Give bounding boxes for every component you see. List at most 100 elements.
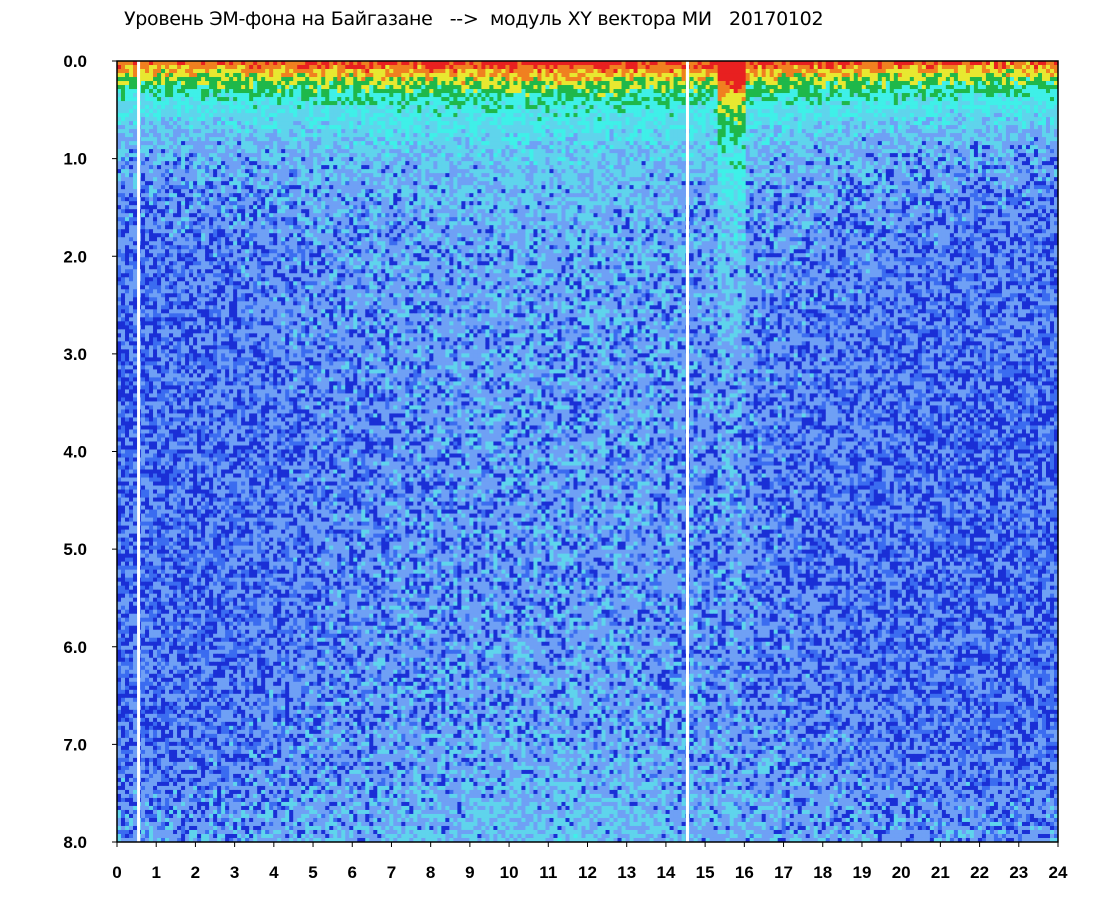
heatmap-cell: [801, 137, 807, 142]
heatmap-cell: [945, 93, 951, 98]
heatmap-cell: [433, 93, 438, 98]
heatmap-cell: [329, 97, 334, 102]
heatmap-cell: [881, 97, 887, 102]
heatmap-cell: [1021, 97, 1027, 102]
heatmap-cell: [745, 121, 751, 126]
heatmap-cell: [873, 101, 879, 106]
heatmap-cell: [761, 85, 767, 90]
heatmap-cell: [341, 121, 346, 126]
heatmap-cell: [325, 125, 330, 130]
heatmap-cell: [961, 109, 967, 114]
heatmap-cell: [461, 77, 466, 82]
heatmap-cell: [501, 81, 506, 86]
heatmap-cell: [541, 69, 546, 74]
heatmap-cell: [493, 125, 498, 130]
heatmap-cell: [173, 105, 178, 110]
heatmap-cell: [929, 77, 935, 82]
heatmap-cell: [353, 81, 358, 86]
heatmap-cell: [565, 77, 570, 82]
heatmap-cell: [457, 73, 462, 78]
heatmap-cell: [485, 109, 490, 114]
heatmap-cell: [193, 141, 198, 146]
heatmap-cell: [337, 121, 342, 126]
heatmap-cell: [841, 109, 847, 114]
heatmap-cell: [477, 105, 482, 110]
heatmap-cell: [393, 97, 398, 102]
heatmap-cell: [609, 105, 614, 110]
heatmap-cell: [557, 105, 562, 110]
heatmap-cell: [913, 117, 919, 122]
heatmap-cell: [781, 73, 787, 78]
heatmap-cell: [125, 133, 130, 138]
heatmap-cell: [529, 93, 534, 98]
heatmap-cell: [897, 101, 903, 106]
heatmap-cell: [197, 121, 202, 126]
heatmap-cell: [1021, 93, 1027, 98]
heatmap-cell: [877, 121, 883, 126]
heatmap-cell: [517, 117, 522, 122]
heatmap-cell: [201, 81, 206, 86]
heatmap-cell: [705, 133, 711, 138]
heatmap-cell: [621, 125, 626, 130]
heatmap-cell: [945, 65, 951, 70]
heatmap-cell: [317, 105, 322, 110]
heatmap-cell: [169, 121, 174, 126]
heatmap-cell: [501, 129, 506, 134]
heatmap-cell: [661, 89, 666, 94]
heatmap-cell: [441, 85, 446, 90]
heatmap-cell: [741, 89, 747, 94]
heatmap-cell: [329, 113, 334, 118]
heatmap-cell: [761, 81, 767, 86]
heatmap-cell: [889, 113, 895, 118]
heatmap-cell: [489, 109, 494, 114]
heatmap-cell: [901, 113, 907, 118]
heatmap-cell: [965, 121, 971, 126]
heatmap-cell: [853, 109, 859, 114]
heatmap-cell: [345, 101, 350, 106]
heatmap-cell: [377, 109, 382, 114]
heatmap-cell: [377, 121, 382, 126]
heatmap-cell: [949, 141, 955, 146]
heatmap-cell: [173, 109, 178, 114]
heatmap-cell: [781, 61, 787, 66]
heatmap-cell: [409, 121, 414, 126]
heatmap-cell: [773, 101, 779, 106]
heatmap-cell: [385, 133, 390, 138]
heatmap-cell: [437, 69, 442, 74]
heatmap-cell: [221, 73, 226, 78]
heatmap-cell: [885, 105, 891, 110]
heatmap-cell: [801, 105, 807, 110]
heatmap-cell: [349, 137, 354, 142]
heatmap-cell: [873, 61, 879, 66]
heatmap-cell: [957, 105, 963, 110]
heatmap-cell: [729, 109, 735, 114]
heatmap-cell: [1001, 89, 1007, 94]
heatmap-cell: [425, 93, 430, 98]
heatmap-cell: [517, 81, 522, 86]
heatmap-cell: [897, 69, 903, 74]
heatmap-cell: [305, 125, 310, 130]
heatmap-cell: [1049, 117, 1055, 122]
heatmap-cell: [253, 145, 258, 150]
heatmap-cell: [425, 129, 430, 134]
heatmap-cell: [797, 125, 803, 130]
heatmap-cell: [1041, 101, 1047, 106]
heatmap-cell: [301, 89, 306, 94]
heatmap-cell: [153, 61, 158, 66]
heatmap-cell: [853, 125, 859, 130]
heatmap-cell: [617, 105, 622, 110]
heatmap-cell: [845, 141, 851, 146]
heatmap-cell: [169, 117, 174, 122]
heatmap-cell: [181, 113, 186, 118]
heatmap-cell: [457, 81, 462, 86]
heatmap-cell: [677, 69, 682, 74]
heatmap-cell: [757, 97, 763, 102]
heatmap-cell: [497, 85, 502, 90]
heatmap-cell: [1045, 61, 1051, 66]
heatmap-cell: [1054, 89, 1059, 94]
heatmap-cell: [841, 129, 847, 134]
heatmap-cell: [449, 101, 454, 106]
heatmap-cell: [189, 101, 194, 106]
heatmap-cell: [681, 113, 686, 118]
heatmap-cell: [705, 105, 711, 110]
